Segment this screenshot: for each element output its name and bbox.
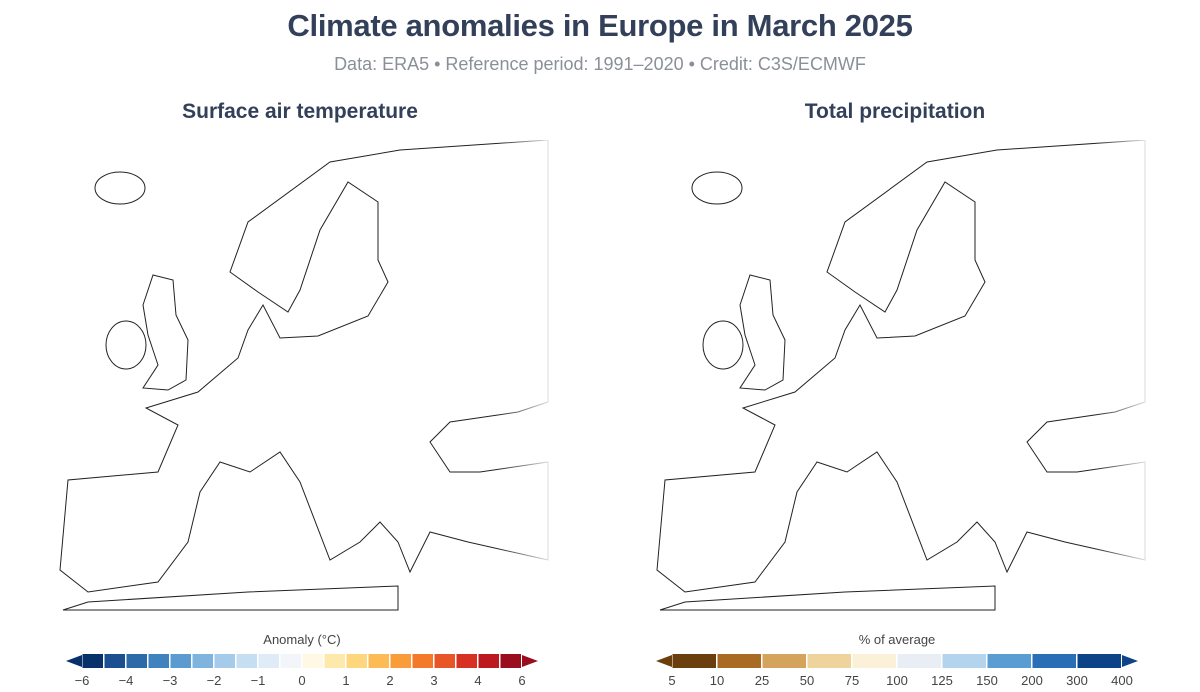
legend-swatch <box>672 654 716 668</box>
legend-swatch <box>192 654 213 668</box>
legend-tick-label: 6 <box>518 673 525 688</box>
legend-swatch <box>762 654 806 668</box>
legend-swatch <box>478 654 499 668</box>
legend-swatch <box>258 654 279 668</box>
legend-swatch <box>126 654 147 668</box>
legend-swatch <box>390 654 411 668</box>
temperature-legend-label: Anomaly (°C) <box>263 632 341 647</box>
precipitation-panel-title: Total precipitation <box>804 100 986 123</box>
legend-swatch <box>280 654 301 668</box>
legend-tick-label: 0 <box>298 673 305 688</box>
legend-swatch <box>82 654 103 668</box>
legend-tick-label: 75 <box>845 673 859 688</box>
legend-tick-label: 400 <box>1111 673 1133 688</box>
legend-swatch <box>236 654 257 668</box>
legend-tick-label: 300 <box>1066 673 1088 688</box>
legend-swatch <box>852 654 896 668</box>
legend-swatch <box>434 654 455 668</box>
temperature-panel-title: Surface air temperature <box>182 100 418 123</box>
legend-tick-label: 10 <box>710 673 724 688</box>
legend-swatch <box>170 654 191 668</box>
temperature-anomaly-map <box>48 140 558 615</box>
legend-tick-label: 50 <box>800 673 814 688</box>
legend-swatch <box>346 654 367 668</box>
legend-swatch <box>412 654 433 668</box>
legend-swatch <box>302 654 323 668</box>
precipitation-legend-label: % of average <box>858 632 936 647</box>
legend-tick-label: 4 <box>474 673 481 688</box>
legend-swatch <box>717 654 761 668</box>
legend-swatch <box>104 654 125 668</box>
legend-tick-label: 125 <box>931 673 953 688</box>
precipitation-legend: % of average 5 10 25 50 75 100 125 150 200 300 400 <box>652 632 1142 692</box>
legend-swatch <box>1077 654 1121 668</box>
legend-swatch <box>324 654 345 668</box>
legend-tick-label: 1 <box>342 673 349 688</box>
legend-swatch <box>368 654 389 668</box>
legend-swatch <box>1032 654 1076 668</box>
temperature-legend: Anomaly (°C) −6 −4 −3 −2 −1 0 1 2 3 4 6 <box>62 632 542 692</box>
legend-swatch <box>897 654 941 668</box>
legend-swatch <box>456 654 477 668</box>
legend-tick-label: 2 <box>386 673 393 688</box>
legend-tick-label: 3 <box>430 673 437 688</box>
legend-tick-label: 150 <box>976 673 998 688</box>
legend-swatch <box>807 654 851 668</box>
legend-tick-label: −3 <box>163 673 178 688</box>
legend-tick-label: 5 <box>668 673 675 688</box>
legend-swatch <box>987 654 1031 668</box>
legend-tick-label: 25 <box>755 673 769 688</box>
legend-swatch <box>214 654 235 668</box>
precipitation-anomaly-map <box>645 140 1155 615</box>
legend-swatch <box>148 654 169 668</box>
legend-swatch <box>942 654 986 668</box>
legend-swatch <box>500 654 521 668</box>
legend-tick-label: −6 <box>75 673 90 688</box>
legend-arrow-high <box>1122 655 1138 667</box>
legend-tick-label: −4 <box>119 673 134 688</box>
legend-arrow-low <box>66 655 82 667</box>
page-title: Climate anomalies in Europe in March 202… <box>287 8 913 43</box>
page-subtitle: Data: ERA5 • Reference period: 1991–2020… <box>334 54 866 74</box>
legend-tick-label: 100 <box>886 673 908 688</box>
legend-arrow-low <box>656 655 672 667</box>
legend-arrow-high <box>522 655 538 667</box>
legend-tick-label: −1 <box>251 673 266 688</box>
legend-tick-label: −2 <box>207 673 222 688</box>
legend-tick-label: 200 <box>1021 673 1043 688</box>
